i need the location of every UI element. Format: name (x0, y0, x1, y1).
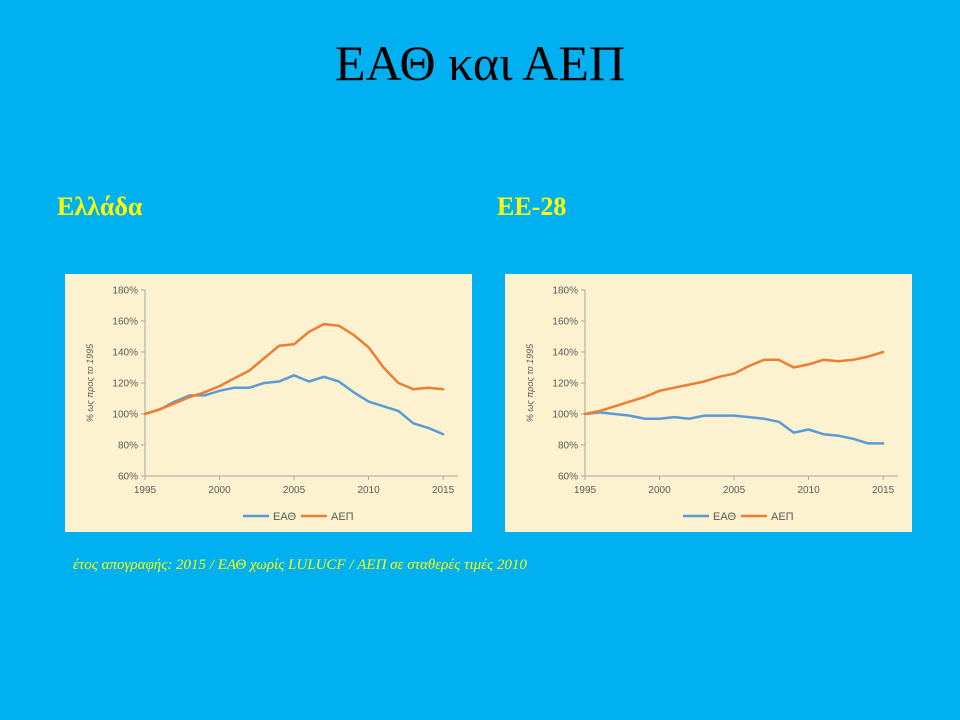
y-tick-label: 120% (112, 379, 138, 390)
x-tick-label: 1995 (134, 485, 157, 496)
series-line-aep (583, 350, 885, 416)
line-chart-eu28: 60% 80% 100% 120% 140% 160% 180% 1995 2000 2005 20… (525, 286, 898, 523)
series-line-aep (143, 322, 445, 416)
line-chart-greece: 60% 80% 100% 120% 140% 160% 180% 1995 2000 2005 20… (85, 286, 458, 523)
footnote: έτος απογραφής: 2015 / ΕΑΘ χωρίς LULUCF … (73, 557, 527, 573)
y-tick-label: 160% (552, 317, 578, 328)
y-tick-label: 80% (118, 441, 138, 452)
legend-label: ΕΑΘ (273, 511, 296, 523)
chart-title-greece: Ελλάδα (57, 192, 143, 221)
y-tick-label: 140% (112, 348, 138, 359)
legend-label: ΑΕΠ (331, 511, 354, 523)
y-tick-label: 60% (558, 472, 578, 483)
y-tick-label: 160% (112, 317, 138, 328)
x-tick-label: 2000 (208, 485, 231, 496)
y-tick-label: 60% (118, 472, 138, 483)
y-tick-label: 100% (552, 410, 578, 421)
x-tick-label: 2010 (357, 485, 380, 496)
x-tick-label: 2015 (432, 485, 455, 496)
y-tick-label: 80% (558, 441, 578, 452)
legend-label: ΕΑΘ (713, 511, 736, 523)
y-tick-label: 100% (112, 410, 138, 421)
legend-label: ΑΕΠ (771, 511, 794, 523)
x-tick-label: 2005 (723, 485, 746, 496)
y-tick-label: 180% (552, 286, 578, 297)
x-tick-label: 2010 (797, 485, 820, 496)
y-tick-label: 180% (112, 286, 138, 297)
chart-panel-greece: 60% 80% 100% 120% 140% 160% 180% 1995 2000 2005 20… (65, 274, 472, 532)
slide-title: ΕΑΘ και ΑΕΠ (334, 35, 626, 91)
y-axis-label: % ως προς το 1995 (525, 343, 535, 422)
y-tick-label: 120% (552, 379, 578, 390)
y-axis-label: % ως προς το 1995 (85, 343, 95, 422)
chart-panel-eu28: 60% 80% 100% 120% 140% 160% 180% 1995 2000 2005 20… (505, 274, 912, 532)
series-line-eath (583, 411, 885, 445)
x-tick-label: 2000 (648, 485, 671, 496)
x-tick-label: 1995 (574, 485, 597, 496)
chart-title-eu28: ΕΕ-28 (497, 192, 567, 221)
x-tick-label: 2015 (872, 485, 895, 496)
x-tick-label: 2005 (283, 485, 306, 496)
y-tick-label: 140% (552, 348, 578, 359)
